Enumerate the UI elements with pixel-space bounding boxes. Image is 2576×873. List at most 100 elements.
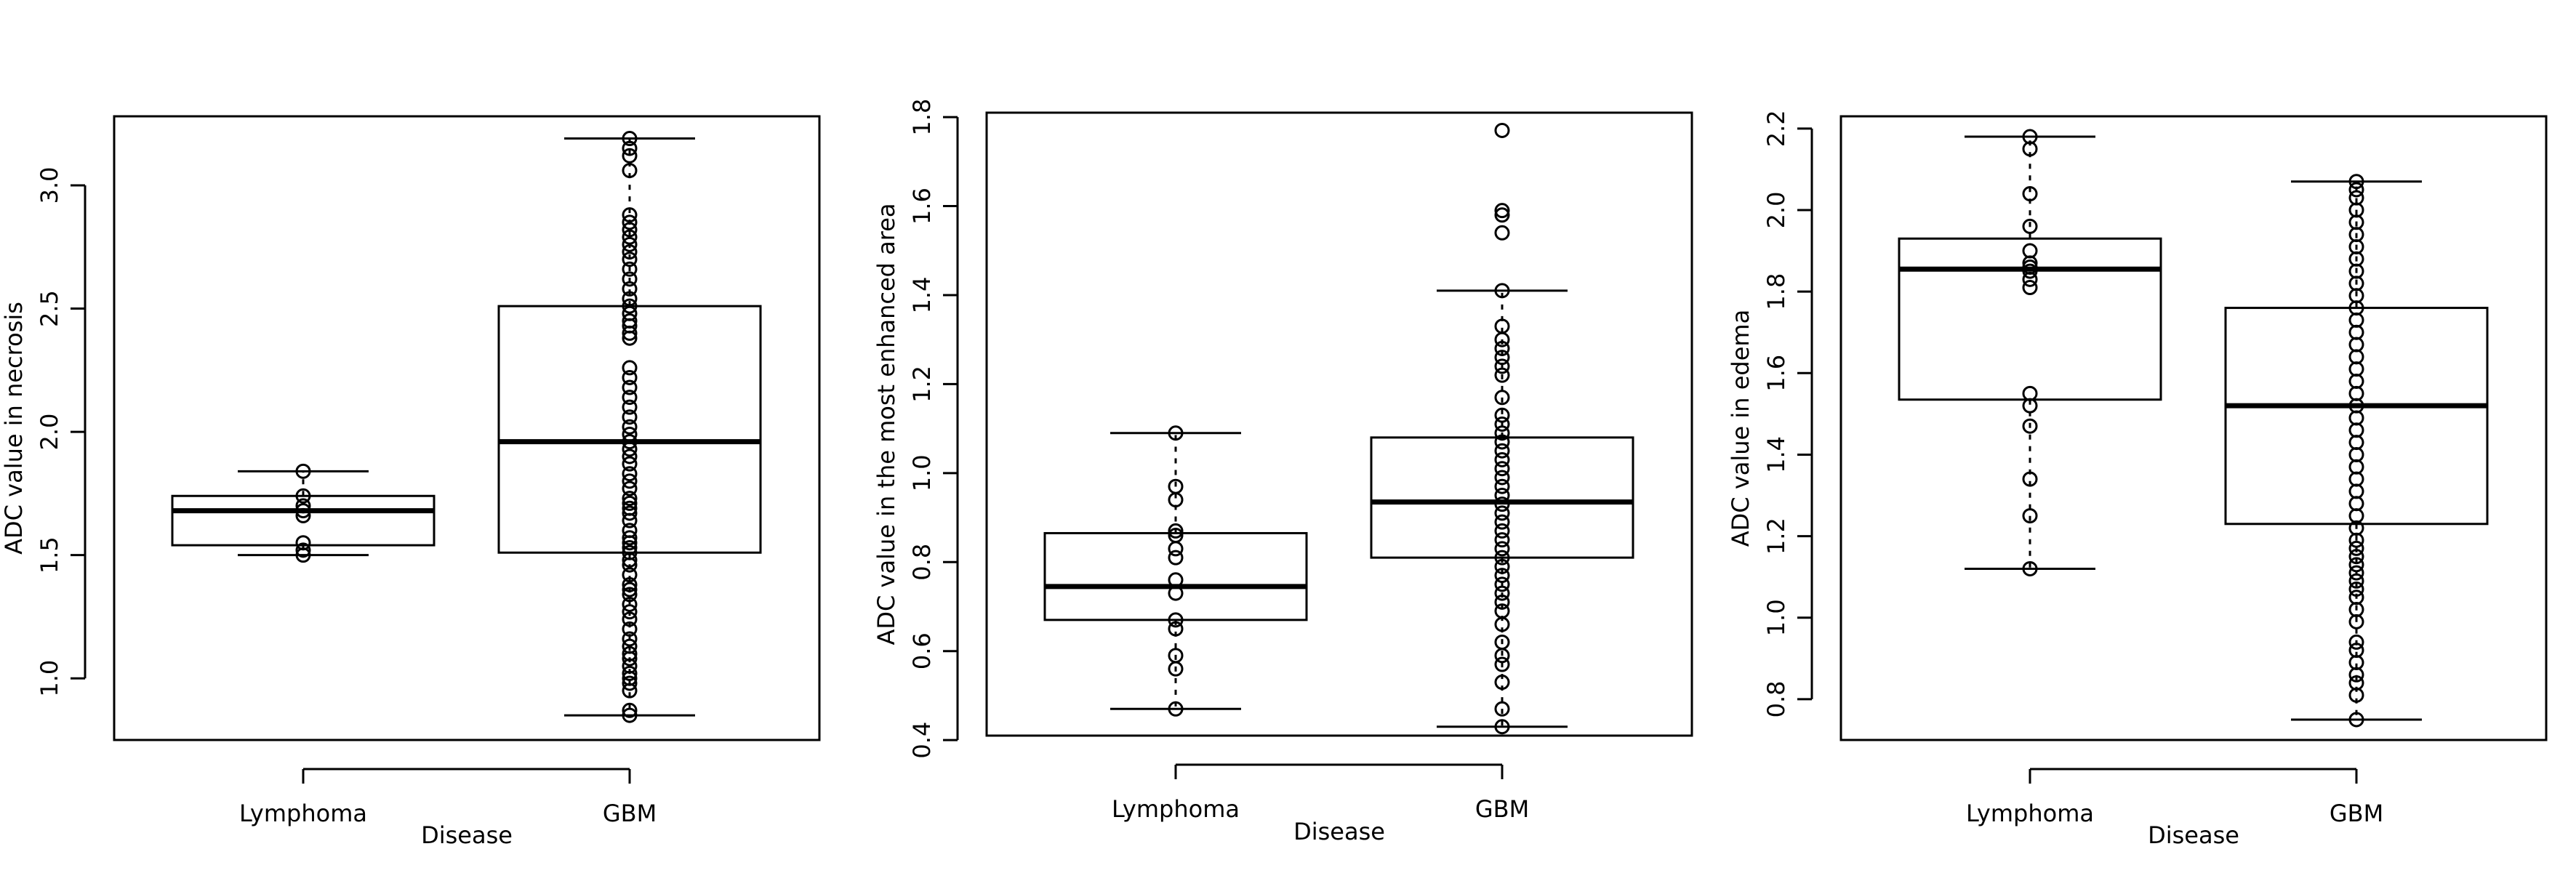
x-category-label: GBM [1475, 795, 1529, 823]
data-point [622, 702, 638, 718]
data-point [622, 621, 638, 637]
data-point [1494, 390, 1510, 406]
data-point [1168, 528, 1184, 544]
data-point [622, 131, 638, 147]
data-point [295, 498, 311, 514]
data-point [2348, 182, 2364, 198]
data-point [622, 214, 638, 230]
data-point [622, 222, 638, 238]
data-point [1494, 701, 1510, 717]
data-point [1494, 318, 1510, 334]
data-point [1494, 451, 1510, 467]
y-tick-label: 0.8 [1762, 680, 1790, 717]
data-point [1494, 656, 1510, 672]
data-point [622, 148, 638, 164]
data-point [2022, 129, 2038, 145]
data-point [1494, 407, 1510, 423]
data-point [1494, 425, 1510, 441]
data-point [1168, 701, 1184, 717]
data-point [622, 419, 638, 435]
y-tick-label: 1.0 [908, 454, 936, 491]
data-point [1168, 550, 1184, 566]
data-point [1168, 612, 1184, 628]
data-point [2022, 385, 2038, 401]
y-tick-label: 1.6 [1762, 355, 1790, 392]
data-point [2348, 582, 2364, 598]
data-point [622, 426, 638, 442]
data-point [1494, 541, 1510, 557]
data-point [622, 631, 638, 647]
data-point [1494, 350, 1510, 366]
data-point [1168, 478, 1184, 494]
data-point [622, 596, 638, 612]
plot-frame [1839, 115, 2548, 741]
data-point [1494, 496, 1510, 512]
y-axis-title: ADC value in the most enhanced area [872, 203, 900, 645]
data-point [2348, 190, 2364, 206]
boxplot-panel-necrosis: 1.0 1.5 2.0 2.5 3.0 Lymphoma GBM Disease ADC val… [0, 115, 821, 849]
y-tick-label: 2.0 [1762, 192, 1790, 229]
y-tick-label: 1.0 [36, 660, 63, 697]
data-point [1494, 634, 1510, 650]
data-point [1494, 358, 1510, 374]
data-point [622, 379, 638, 395]
data-point [1494, 603, 1510, 619]
data-point [622, 298, 638, 314]
y-axis-title: ADC value in edema [1727, 310, 1754, 547]
data-point [1494, 568, 1510, 584]
data-point [622, 675, 638, 691]
data-point [2022, 186, 2038, 202]
y-tick-label: 0.8 [908, 544, 936, 581]
data-point [295, 542, 311, 558]
data-point [1494, 122, 1510, 138]
x-category-label: GBM [603, 800, 657, 827]
x-axis-title: Disease [421, 821, 513, 849]
data-point [1494, 585, 1510, 601]
data-point [622, 261, 638, 277]
plot-frame [113, 115, 821, 741]
data-point [622, 611, 638, 627]
data-point [1168, 648, 1184, 664]
data-point [295, 488, 311, 504]
data-point [1168, 572, 1184, 588]
data-point [622, 271, 638, 287]
data-point [622, 523, 638, 539]
data-point [1168, 621, 1184, 637]
data-point [1494, 514, 1510, 530]
data-point [1494, 478, 1510, 494]
y-tick-label: 2.2 [1762, 110, 1790, 147]
data-point [2022, 280, 2038, 296]
data-point [622, 480, 638, 496]
y-tick-label: 0.4 [908, 722, 936, 759]
data-point [2022, 508, 2038, 524]
data-point [622, 582, 638, 598]
y-tick-label: 1.8 [1762, 273, 1790, 310]
y-tick-label: 1.5 [36, 536, 63, 574]
box-iqr [1898, 237, 2162, 401]
boxplot-panel-edema: 0.8 1.0 1.2 1.4 1.6 1.8 2.0 2.2 Lymphoma GBM Disea… [1727, 110, 2548, 849]
data-point [1494, 461, 1510, 477]
data-point [2022, 259, 2038, 275]
data-point [2348, 557, 2364, 573]
data-point [2348, 634, 2364, 650]
data-point [2022, 218, 2038, 234]
data-point [2348, 712, 2364, 728]
data-point [622, 360, 638, 376]
data-point [2022, 560, 2038, 576]
data-point [622, 567, 638, 583]
data-point [1494, 523, 1510, 539]
y-tick-label: 1.2 [908, 366, 936, 403]
data-point [622, 604, 638, 620]
data-point [2348, 675, 2364, 691]
data-point [622, 466, 638, 482]
data-point [1168, 425, 1184, 441]
data-point [1494, 594, 1510, 610]
data-point [1494, 576, 1510, 592]
data-point [1494, 550, 1510, 566]
data-point [622, 539, 638, 555]
data-point [2022, 243, 2038, 259]
data-point [2348, 643, 2364, 659]
data-point [622, 305, 638, 321]
x-category-label: Lymphoma [1966, 800, 2094, 827]
data-point [295, 535, 311, 551]
